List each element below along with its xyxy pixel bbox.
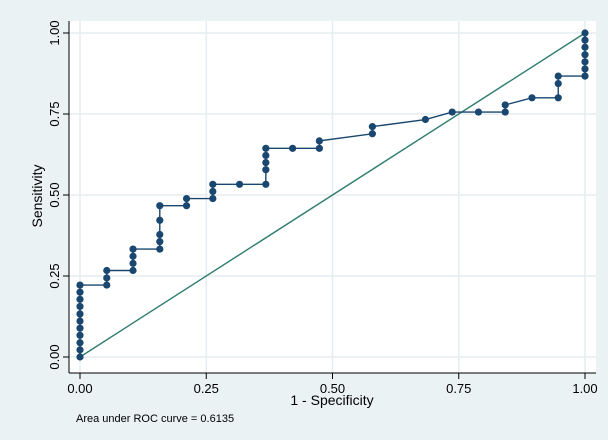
roc-point [448,108,456,116]
roc-point [76,317,84,325]
auc-annotation: Area under ROC curve = 0.6135 [76,413,234,425]
roc-point [501,108,509,116]
y-tick-label: 0.00 [47,344,62,369]
roc-point [129,266,137,275]
y-axis-title: Sensitivity [29,164,45,227]
roc-point [581,43,589,51]
roc-point [156,238,164,246]
roc-point [129,252,137,260]
roc-point [368,123,376,131]
roc-point [554,79,562,88]
roc-point [76,288,84,296]
roc-point [182,202,191,210]
roc-point [262,166,270,174]
roc-point [315,137,323,145]
y-tick-label: 0.75 [47,101,62,126]
x-tick-label: 0.25 [194,381,219,396]
y-tick-labels: 0.00 0.25 0.50 0.75 1.00 [47,20,62,369]
roc-point [315,144,323,152]
roc-point [581,65,589,73]
roc-point [262,144,270,152]
roc-point [76,324,84,332]
x-tick-label: 0.75 [446,381,471,396]
roc-point [76,339,84,347]
roc-point [262,159,270,167]
roc-point [554,72,562,80]
roc-point [209,194,217,203]
roc-point [474,108,483,116]
roc-point [528,94,536,102]
roc-point [103,274,111,282]
roc-point [182,194,191,203]
roc-point [76,302,84,311]
roc-point [76,281,84,289]
roc-point [554,94,562,102]
y-tick-label: 0.50 [47,182,62,207]
roc-point [129,259,137,267]
y-tick-label: 1.00 [47,20,62,45]
roc-point [156,245,164,253]
roc-point [501,101,509,109]
x-tick-label: 0.50 [320,381,345,396]
roc-point [421,115,430,124]
roc-point [156,202,164,210]
roc-point [156,216,164,224]
reference-diagonal [79,32,586,358]
roc-point [262,180,270,188]
roc-point [289,144,297,152]
roc-point [209,187,217,196]
roc-point [581,72,589,80]
x-tick-label: 1.00 [572,381,597,396]
roc-point [103,281,111,289]
roc-point [581,36,589,44]
x-axis-title: 1 - Specificity [290,392,373,408]
roc-point [76,310,84,318]
axes [63,21,596,379]
roc-point [156,230,164,239]
roc-point [581,51,589,59]
y-tick-label: 0.25 [47,263,62,288]
roc-point [581,29,589,37]
reference-line [79,32,586,358]
roc-point [76,295,84,303]
roc-point [103,266,111,275]
roc-point [262,151,270,160]
roc-point [76,353,84,361]
x-tick-labels: 0.00 0.25 0.50 0.75 1.00 [67,381,597,396]
roc-point [129,245,137,253]
roc-point [76,331,84,339]
roc-point [209,180,217,188]
x-tick-label: 0.00 [67,381,92,396]
roc-point [581,58,589,66]
roc-point [76,346,84,354]
roc-point [235,180,244,188]
roc-curve [76,29,589,361]
roc-point [368,130,376,138]
